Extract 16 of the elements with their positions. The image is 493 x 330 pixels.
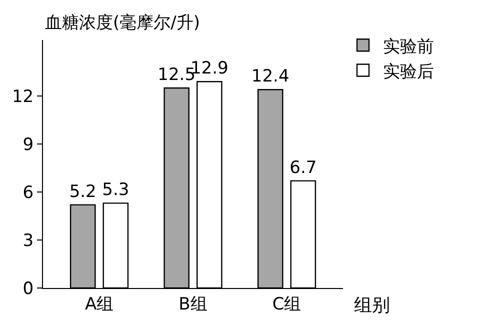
x-axis-title: 组别 (354, 295, 390, 316)
legend-label: 实验后 (383, 62, 434, 82)
y-tick-label: 0 (22, 278, 34, 299)
y-tick-label: 3 (22, 230, 34, 251)
data-label: 5.3 (102, 180, 130, 200)
y-tick-label: 6 (22, 182, 34, 203)
x-tick-label: C组 (272, 294, 302, 314)
data-label: 6.7 (290, 158, 317, 178)
data-label: 12.4 (251, 66, 290, 87)
y-tick-label: 12 (12, 86, 34, 107)
legend-label: 实验前 (383, 36, 434, 57)
y-axis-title: 血糖浓度(毫摩尔/升) (45, 13, 200, 33)
data-label: 5.2 (69, 182, 96, 202)
y-tick-label: 9 (22, 134, 34, 155)
x-tick-label: B组 (178, 294, 208, 314)
x-tick-label: A组 (84, 294, 114, 314)
